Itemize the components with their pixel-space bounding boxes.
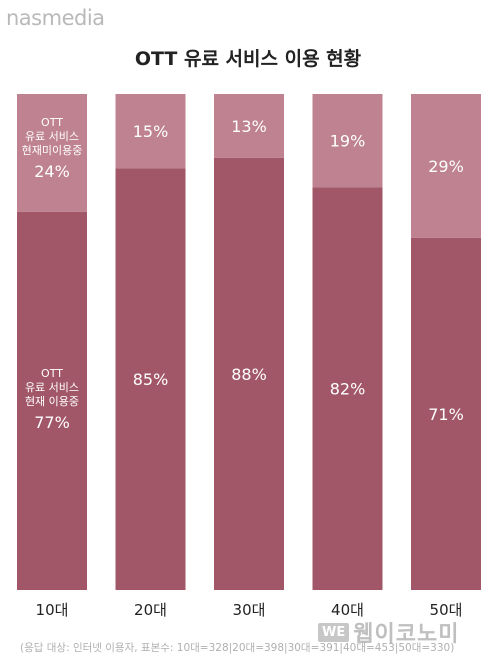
x-tick-label-2: 20대: [134, 601, 167, 619]
bar-not-using-3: [214, 94, 284, 158]
data-label-using-1: 77%: [34, 413, 70, 432]
bar-not-using-4: [312, 94, 383, 188]
bar-not-using-1: [17, 94, 87, 212]
x-tick-label-1: 10대: [36, 601, 69, 619]
data-label-using-5: 71%: [428, 405, 464, 424]
label-using-line-2: 유료 서비스: [25, 381, 79, 394]
bar-not-using-5: [411, 94, 481, 238]
watermark-logo: WE: [318, 622, 350, 642]
label-using-line-1: OTT: [41, 367, 63, 380]
x-tick-label-3: 30대: [233, 601, 266, 619]
watermark-text: 웹이코노미: [353, 622, 460, 647]
chart-title: OTT 유료 서비스 이용 현황: [134, 48, 362, 70]
x-tick-label-5: 50대: [430, 601, 463, 619]
data-label-using-3: 88%: [231, 365, 267, 384]
bar-using-4: [312, 187, 383, 590]
data-label-not-using-2: 15%: [133, 122, 169, 141]
label-using-line-3: 현재 이용중: [25, 395, 79, 408]
bar-not-using-2: [115, 94, 186, 169]
data-label-using-2: 85%: [133, 370, 169, 389]
bar-using-3: [214, 157, 284, 590]
watermark: WE 웹이코노미: [318, 616, 459, 648]
bar-using-1: [17, 211, 87, 590]
bar-using-2: [115, 168, 186, 590]
footnote: (응답 대상: 인터넷 이용자, 표본수: 10대=328|20대=398|30…: [20, 642, 455, 654]
data-label-not-using-4: 19%: [330, 132, 366, 151]
data-label-not-using-3: 13%: [231, 117, 267, 136]
label-not-using-line-2: 유료 서비스: [25, 130, 79, 143]
data-label-not-using-5: 29%: [428, 157, 464, 176]
brand-logo: nasmedia: [6, 6, 105, 30]
label-not-using-line-3: 현재미이용중: [22, 144, 83, 157]
x-tick-label-4: 40대: [331, 601, 364, 619]
bar-using-5: [411, 237, 481, 590]
data-label-using-4: 82%: [330, 380, 366, 399]
label-not-using-line-1: OTT: [41, 116, 63, 129]
data-label-not-using-1: 24%: [34, 162, 70, 181]
